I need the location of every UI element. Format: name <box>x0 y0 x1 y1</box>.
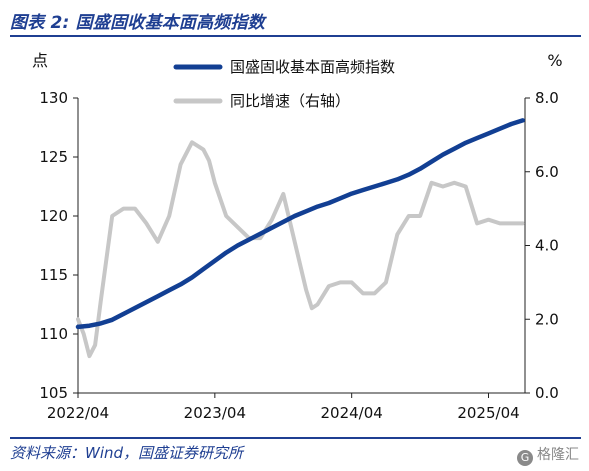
x-tick-label: 2022/04 <box>47 404 109 422</box>
watermark-text: 格隆汇 <box>537 447 579 463</box>
x-tick-label: 2025/04 <box>457 404 519 422</box>
y-right-tick-label: 2.0 <box>535 310 559 328</box>
x-tick-label: 2024/04 <box>321 404 383 422</box>
y-left-tick-label: 115 <box>39 266 68 284</box>
y-left-tick-label: 125 <box>39 148 68 166</box>
y-left-tick-label: 105 <box>39 384 68 402</box>
y-right-tick-label: 6.0 <box>535 163 559 181</box>
chart-series <box>75 118 525 359</box>
y-left-tick-label: 110 <box>39 325 68 343</box>
y-left-tick-label: 130 <box>39 89 68 107</box>
source-note: 资料来源：Wind，国盛证券研究所 <box>10 444 244 462</box>
y-right-tick-label: 8.0 <box>535 89 559 107</box>
y-right-unit-label: % <box>547 51 562 70</box>
y-right-tick-label: 0.0 <box>535 384 559 402</box>
figure-title: 图表 2: 国盛固收基本面高频指数 <box>10 13 265 33</box>
y-left-tick-label: 120 <box>39 207 68 225</box>
y-left-unit-label: 点 <box>32 51 48 70</box>
y-right-tick-label: 4.0 <box>535 237 559 255</box>
series-line-yoy <box>76 140 525 359</box>
source-rule <box>10 437 581 439</box>
legend-item-yoy-label: 同比增速（右轴） <box>230 92 350 110</box>
x-tick-label: 2023/04 <box>184 404 246 422</box>
watermark-logo-icon: G <box>517 450 533 466</box>
watermark: G 格隆汇 <box>517 444 579 466</box>
chart-axes: 105 110 115 120 125 130 0.0 2.0 4.0 6.0 8.0 2022/04… <box>32 51 563 422</box>
series-line-index <box>75 118 525 330</box>
legend-item-index-label: 国盛固收基本面高频指数 <box>230 58 395 76</box>
title-rule <box>10 35 581 37</box>
